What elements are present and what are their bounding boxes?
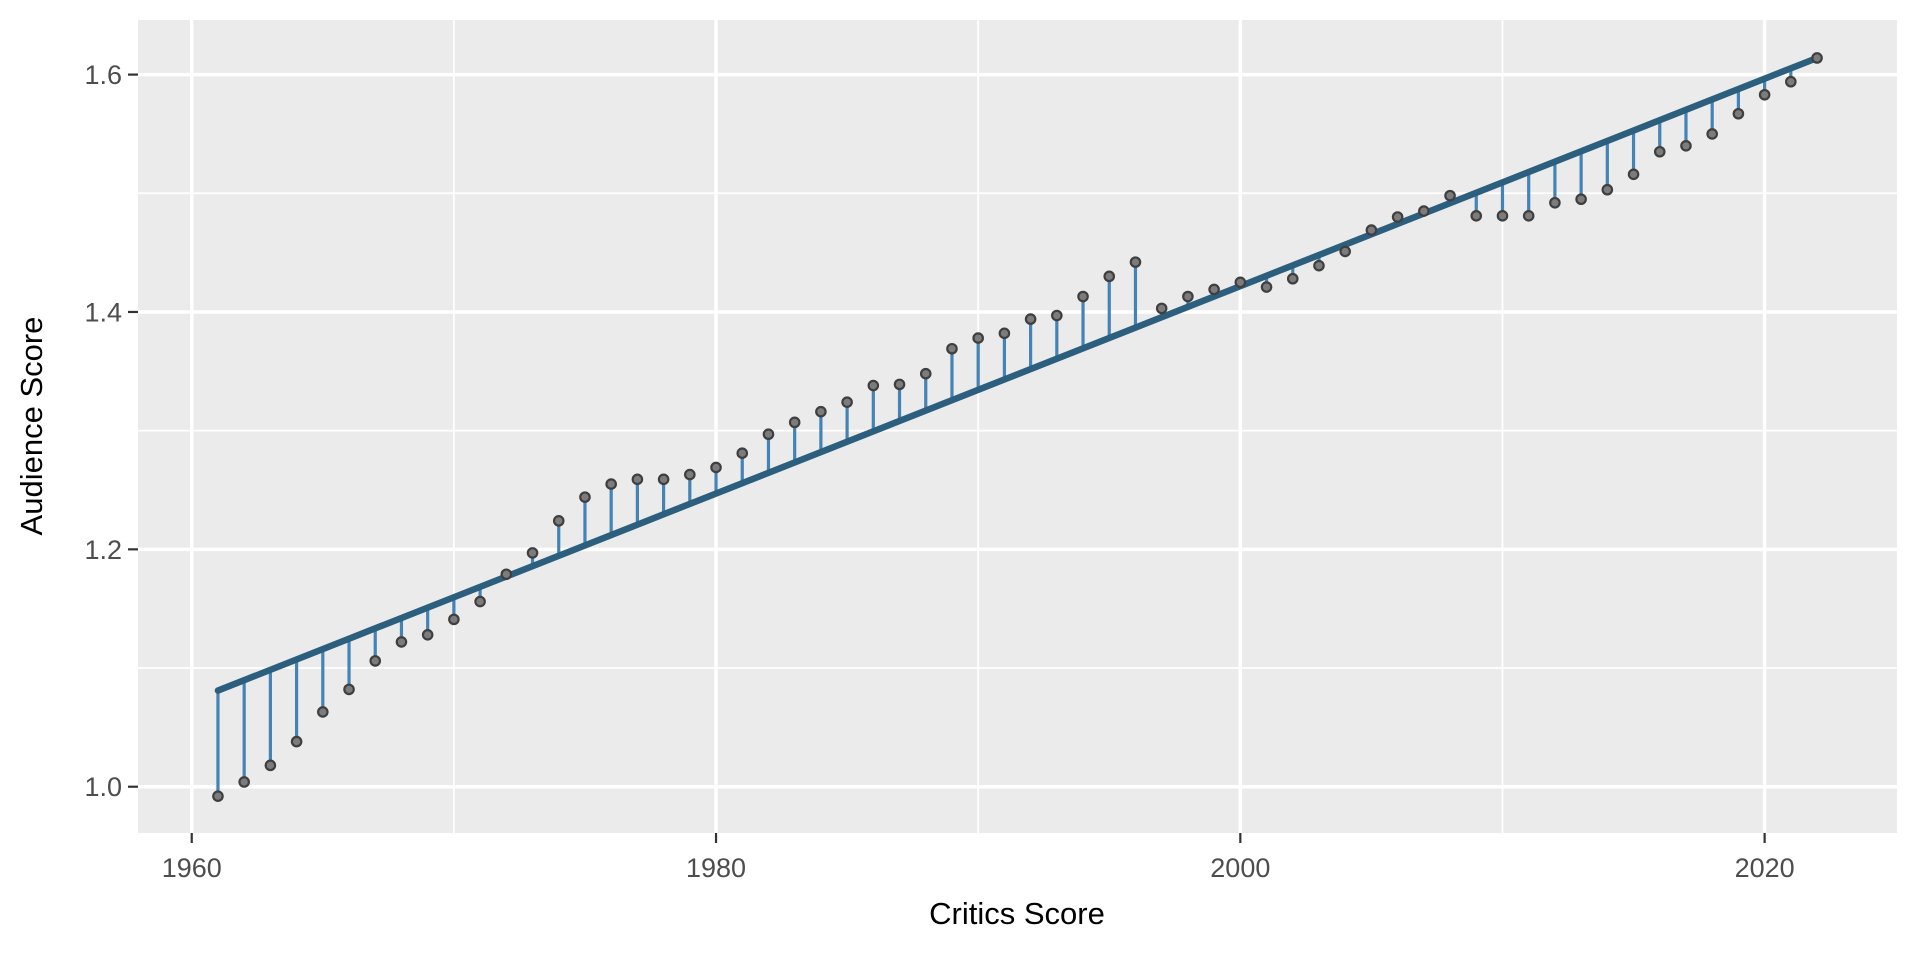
data-point [290,735,303,748]
data-point [867,379,880,392]
data-point [474,595,486,608]
data-point [946,342,958,355]
data-point [526,547,539,559]
data-point [579,491,591,503]
data-point [1208,283,1220,296]
data-point [1155,302,1168,315]
data-point [1182,290,1194,303]
data-point [1024,313,1037,325]
data-point [1339,245,1351,258]
data-point [972,332,984,344]
data-point [1496,210,1509,222]
data-point [1601,183,1614,196]
data-point [369,655,382,667]
y-tick-label: 1.6 [84,60,122,90]
data-point [1077,290,1089,303]
data-point [1575,193,1587,206]
data-point [919,367,932,380]
data-point [1313,259,1325,272]
data-point [552,515,565,527]
data-point [448,613,460,626]
axis-layer: 1960 1980 2000 2020 1.0 1.2 1.4 1.6 [84,60,1794,883]
y-tick-label: 1.2 [84,535,122,565]
trend-line-layer [214,54,1821,694]
data-point [1653,145,1666,158]
data-point [1444,189,1456,202]
data-point [421,628,434,641]
data-point [998,327,1011,340]
data-point [1680,140,1692,152]
data-point [657,473,670,486]
data-point [1811,52,1823,64]
data-point [343,683,355,696]
data-point [1234,276,1247,289]
data-point [893,378,906,391]
x-tick-label: 1980 [686,853,746,883]
data-point [1549,196,1561,209]
grid-layer [138,20,1897,833]
data-point [1418,205,1430,217]
data-point [1365,224,1378,236]
data-point [736,447,749,460]
x-tick-label: 1960 [162,853,222,883]
data-point [841,396,853,408]
data-point [1391,211,1404,223]
data-point [684,468,696,481]
data-point [1758,88,1771,101]
data-point [1286,272,1299,285]
data-point [238,776,250,788]
data-point [1260,281,1273,293]
data-point [1785,75,1797,88]
data-point [1129,256,1142,268]
plot-panel [138,20,1897,833]
x-axis-title: Critics Score [929,896,1105,931]
data-point [317,706,329,718]
data-point [212,790,224,803]
data-point [1627,168,1640,181]
x-tick-label: 2000 [1210,853,1270,883]
data-point [1470,210,1483,222]
data-point [1522,210,1535,222]
data-point [815,405,827,418]
residual-segments-layer [216,68,1793,797]
data-point [395,636,408,648]
trend-line [214,54,1821,694]
x-tick-label: 2020 [1735,853,1795,883]
y-tick-label: 1.0 [84,772,122,802]
data-point [500,568,513,581]
data-point [762,428,775,441]
y-tick-label: 1.4 [84,297,122,327]
panel-layer [138,20,1897,833]
y-axis-title: Audience Score [14,317,49,536]
data-point [1051,309,1063,322]
data-points-layer [212,52,1823,803]
data-point [631,473,644,486]
data-point [605,478,617,490]
data-point [1706,128,1718,140]
data-point [788,416,801,429]
data-point [264,759,277,772]
data-point [1732,107,1745,120]
data-point [710,461,722,474]
data-point [1103,270,1116,283]
